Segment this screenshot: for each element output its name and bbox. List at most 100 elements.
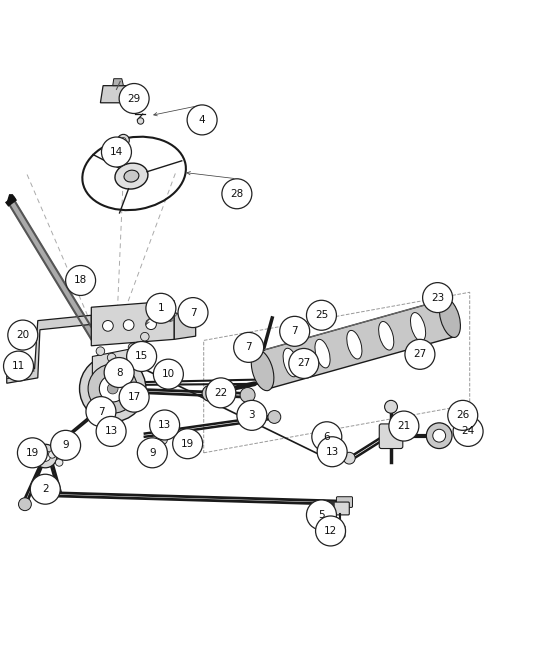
Polygon shape xyxy=(174,313,196,339)
Text: 5: 5 xyxy=(318,510,325,520)
Circle shape xyxy=(108,353,116,362)
Ellipse shape xyxy=(124,170,139,182)
Ellipse shape xyxy=(410,313,426,341)
FancyBboxPatch shape xyxy=(379,424,403,448)
Circle shape xyxy=(104,357,134,387)
Circle shape xyxy=(426,423,452,448)
Circle shape xyxy=(100,375,126,402)
Circle shape xyxy=(385,400,398,413)
Circle shape xyxy=(433,430,445,442)
Circle shape xyxy=(307,301,336,330)
Text: 13: 13 xyxy=(104,426,118,436)
Text: 29: 29 xyxy=(128,94,141,104)
Ellipse shape xyxy=(179,438,190,444)
Text: 2: 2 xyxy=(42,484,48,494)
Circle shape xyxy=(429,291,446,308)
Circle shape xyxy=(96,416,126,446)
Polygon shape xyxy=(7,195,15,204)
Polygon shape xyxy=(7,315,91,383)
Text: 27: 27 xyxy=(413,349,427,359)
Circle shape xyxy=(103,321,114,331)
Circle shape xyxy=(178,298,208,327)
Circle shape xyxy=(102,409,110,418)
Circle shape xyxy=(96,347,105,355)
Text: 9: 9 xyxy=(149,448,155,458)
Ellipse shape xyxy=(347,331,362,359)
Circle shape xyxy=(448,400,478,430)
Text: 8: 8 xyxy=(116,367,123,377)
Circle shape xyxy=(343,452,355,464)
Text: 7: 7 xyxy=(97,407,104,417)
Text: 13: 13 xyxy=(325,447,339,457)
Polygon shape xyxy=(93,349,133,375)
Text: 26: 26 xyxy=(456,410,469,420)
Text: 27: 27 xyxy=(297,359,310,369)
Circle shape xyxy=(30,474,60,504)
Text: 23: 23 xyxy=(431,293,444,303)
Circle shape xyxy=(405,339,435,369)
Text: 3: 3 xyxy=(249,410,255,420)
Circle shape xyxy=(18,498,31,510)
Circle shape xyxy=(80,355,146,422)
Circle shape xyxy=(312,422,342,452)
Circle shape xyxy=(222,179,252,209)
Circle shape xyxy=(66,265,96,295)
Ellipse shape xyxy=(251,350,274,391)
Circle shape xyxy=(36,487,50,501)
Circle shape xyxy=(140,333,149,341)
Ellipse shape xyxy=(29,446,40,452)
Text: 13: 13 xyxy=(158,420,171,430)
Circle shape xyxy=(206,378,236,408)
Circle shape xyxy=(51,430,81,460)
Text: 28: 28 xyxy=(230,189,244,199)
Circle shape xyxy=(119,382,149,412)
Circle shape xyxy=(183,443,192,452)
Polygon shape xyxy=(101,86,134,103)
FancyBboxPatch shape xyxy=(331,502,349,515)
Circle shape xyxy=(202,385,218,401)
Circle shape xyxy=(268,411,281,424)
Circle shape xyxy=(128,343,137,351)
Circle shape xyxy=(173,429,203,459)
Text: 25: 25 xyxy=(315,310,328,320)
Ellipse shape xyxy=(315,339,330,368)
Text: 7: 7 xyxy=(190,307,196,317)
Circle shape xyxy=(8,320,38,350)
Ellipse shape xyxy=(440,299,461,337)
Circle shape xyxy=(17,438,47,468)
Circle shape xyxy=(423,283,452,313)
Text: 18: 18 xyxy=(74,275,87,285)
Ellipse shape xyxy=(379,321,394,350)
Text: 14: 14 xyxy=(110,147,123,157)
Circle shape xyxy=(137,118,144,124)
Circle shape xyxy=(117,134,129,146)
Circle shape xyxy=(102,137,131,167)
Circle shape xyxy=(119,84,149,114)
FancyBboxPatch shape xyxy=(336,497,352,508)
Text: 19: 19 xyxy=(26,448,39,458)
Circle shape xyxy=(159,436,167,444)
Text: 10: 10 xyxy=(162,369,175,379)
Ellipse shape xyxy=(115,163,148,189)
Circle shape xyxy=(126,341,157,371)
Circle shape xyxy=(48,451,56,458)
Text: 21: 21 xyxy=(397,421,410,431)
Circle shape xyxy=(389,411,419,441)
Circle shape xyxy=(233,333,264,362)
Circle shape xyxy=(139,451,150,462)
Text: 20: 20 xyxy=(16,330,30,340)
Circle shape xyxy=(150,410,180,440)
Circle shape xyxy=(307,500,336,530)
Circle shape xyxy=(146,319,157,329)
Text: 4: 4 xyxy=(199,115,206,125)
Text: 7: 7 xyxy=(245,343,252,353)
Circle shape xyxy=(240,387,255,403)
Circle shape xyxy=(237,400,267,430)
Circle shape xyxy=(54,446,65,457)
Circle shape xyxy=(153,359,183,389)
Circle shape xyxy=(453,416,483,446)
Circle shape xyxy=(137,438,167,468)
Circle shape xyxy=(317,437,347,467)
Circle shape xyxy=(33,444,57,468)
Circle shape xyxy=(123,320,134,331)
